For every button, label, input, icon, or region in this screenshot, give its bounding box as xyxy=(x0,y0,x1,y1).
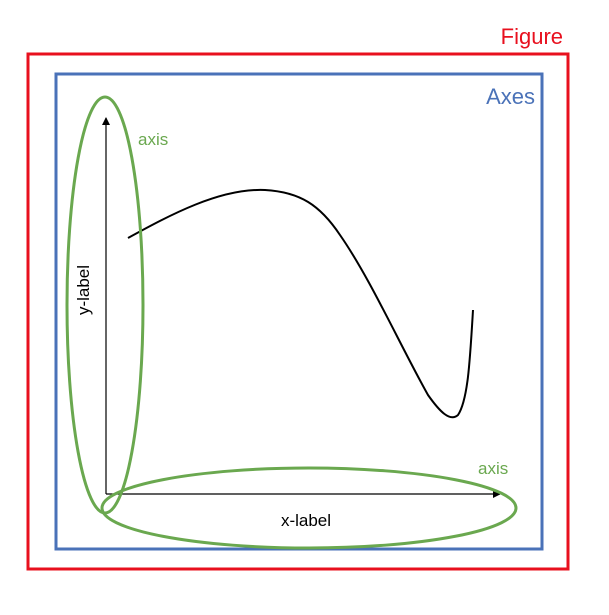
y-label: y-label xyxy=(74,265,93,315)
x-axis-ellipse xyxy=(100,466,518,550)
y-axis-annotation: axis xyxy=(138,130,168,149)
x-axis-annotation: axis xyxy=(478,459,508,478)
axes-label: Axes xyxy=(486,84,535,109)
data-curve xyxy=(127,188,474,419)
x-label: x-label xyxy=(281,511,331,530)
figure-label: Figure xyxy=(501,24,563,49)
figure-box xyxy=(26,52,570,571)
